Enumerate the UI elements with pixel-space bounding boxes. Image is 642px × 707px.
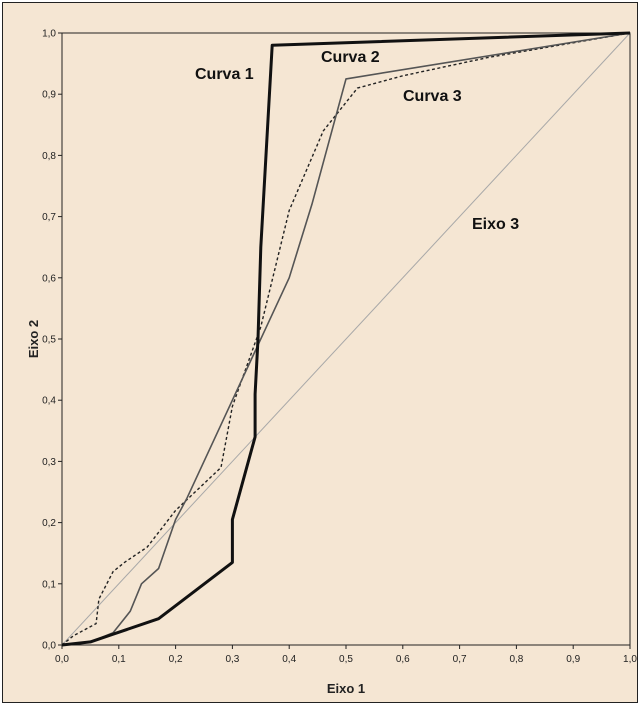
x-tick-label: 0,3 <box>225 654 239 665</box>
curva-3-line <box>61 32 631 646</box>
x-tick-label: 0,2 <box>169 654 183 665</box>
curva-2-label: Curva 2 <box>321 49 380 66</box>
y-tick-label: 0,8 <box>42 151 56 162</box>
curva-3-label: Curva 3 <box>403 88 462 105</box>
y-tick-label: 0,0 <box>42 641 56 652</box>
y-tick-label: 0,3 <box>42 457 56 468</box>
x-tick-label: 0,6 <box>396 654 410 665</box>
x-tick-label: 1,0 <box>623 654 637 665</box>
y-tick-label: 0,1 <box>42 579 56 590</box>
eixo-3-line <box>61 32 631 646</box>
y-tick-label: 0,4 <box>42 396 56 407</box>
y-tick-label: 0,7 <box>42 212 56 223</box>
x-tick-label: 0,8 <box>509 654 523 665</box>
y-tick-label: 0,2 <box>42 518 56 529</box>
x-tick-label: 0,7 <box>453 654 467 665</box>
x-tick-label: 0,5 <box>339 654 353 665</box>
x-tick-label: 0,4 <box>282 654 296 665</box>
series-layer <box>61 31 631 647</box>
curva-1-label: Curva 1 <box>195 66 254 83</box>
x-tick-label: 0,1 <box>112 654 126 665</box>
y-tick-label: 0,5 <box>42 335 56 346</box>
ticks-layer: 0,0 0,1 0,2 0,3 0,4 0,5 0,6 0,7 0,8 0,9 1,0 0,0 0,1 0… <box>42 29 637 666</box>
curva-1-line <box>61 31 631 647</box>
y-tick-label: 0,6 <box>42 273 56 284</box>
labels-layer: Curva 1 Curva 2 Curva 3 Eixo 3 <box>195 49 519 233</box>
eixo-3-label: Eixo 3 <box>472 216 519 233</box>
x-tick-label: 0,9 <box>566 654 580 665</box>
x-axis-title: Eixo 1 <box>327 681 365 696</box>
y-axis-title: Eixo 2 <box>26 320 41 358</box>
curva-2-line <box>61 32 631 646</box>
y-tick-label: 1,0 <box>42 29 56 40</box>
x-tick-label: 0,0 <box>55 654 69 665</box>
y-tick-label: 0,9 <box>42 90 56 101</box>
